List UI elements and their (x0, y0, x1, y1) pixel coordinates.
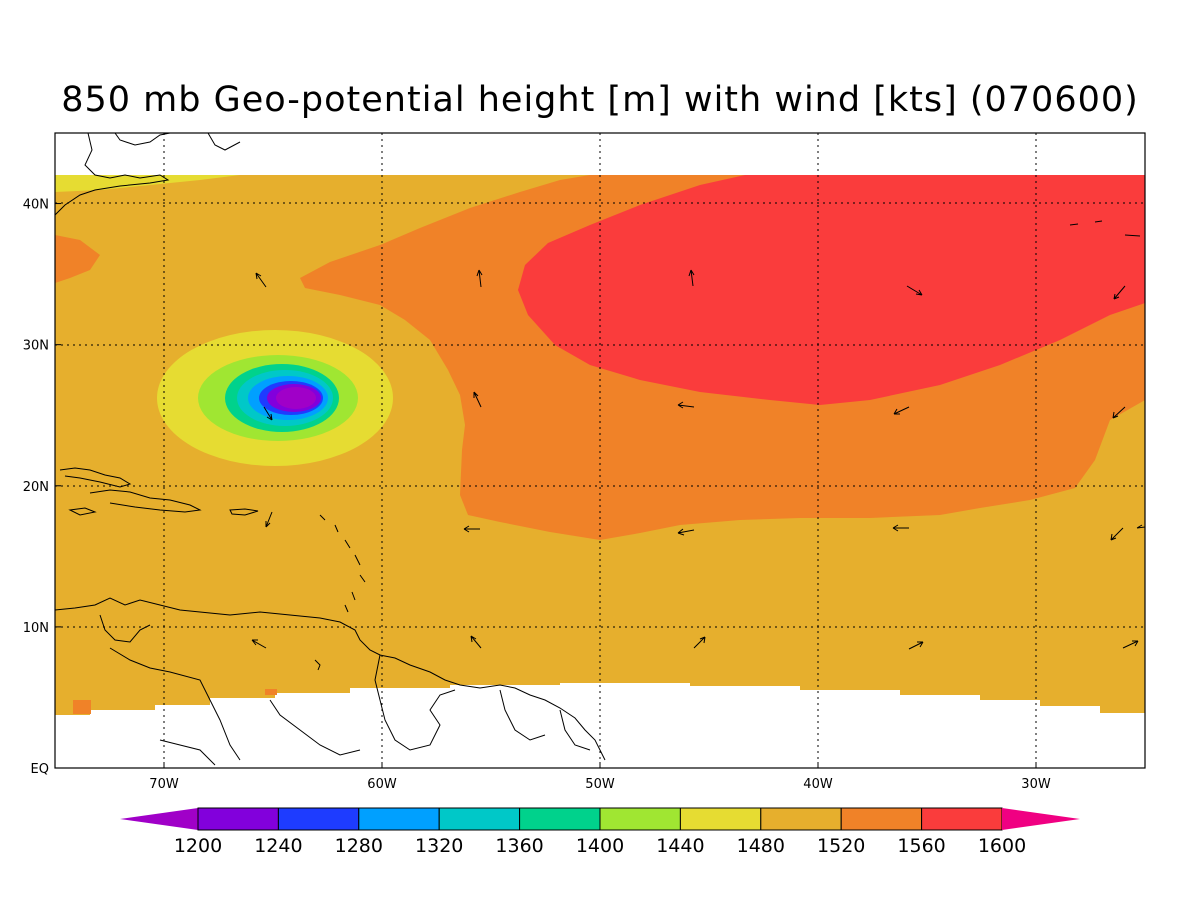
coastline-puerto-rico (229, 508, 259, 516)
y-tick-label: EQ (31, 762, 49, 777)
wind-arrow (470, 635, 482, 649)
height-band-1200-core (276, 387, 316, 409)
wind-arrow (892, 524, 909, 532)
wind-arrow (906, 285, 923, 296)
coastline-brazil-interior (159, 699, 361, 766)
colorbar-level-label: 1200 (174, 835, 222, 857)
colorbar-level-label: 1520 (817, 835, 865, 857)
colorbar-level-label: 1560 (897, 835, 945, 857)
coastline-northeast-us (55, 133, 170, 216)
colorbar-level-label: 1360 (495, 835, 543, 857)
x-tick-label: 70W (149, 777, 179, 792)
wind-arrow (263, 406, 273, 421)
colorbar-level-label: 1440 (656, 835, 704, 857)
coastline-cape-cod (207, 133, 241, 151)
colorbar-box (519, 807, 601, 831)
x-axis: 70W 60W 50W 40W 30W (149, 762, 1051, 792)
wind-arrow (473, 391, 482, 408)
colorbar-level-label: 1280 (335, 835, 383, 857)
coastline-lesser-antilles (319, 514, 366, 613)
colorbar-box (358, 807, 440, 831)
coastline-nova-scotia (114, 133, 171, 146)
height-band-1560-west (55, 235, 100, 283)
wind-arrow (1122, 640, 1139, 649)
colorbar-box (599, 807, 681, 831)
x-tick-label: 30W (1021, 777, 1051, 792)
colorbar-box (197, 807, 279, 831)
colorbar-level-label: 1400 (576, 835, 624, 857)
wind-vectors (251, 269, 1146, 650)
colorbar-box (840, 807, 923, 831)
missing-data-south (55, 683, 1145, 768)
colorbar-box (921, 807, 1003, 831)
wind-arrow (476, 269, 483, 288)
y-tick-label: 20N (23, 480, 49, 495)
colorbar-level-label: 1320 (415, 835, 463, 857)
wind-arrow (251, 639, 267, 649)
wind-arrow (1112, 406, 1126, 419)
wind-arrow (693, 636, 706, 649)
coastline-guiana-borders (374, 654, 591, 751)
y-axis: EQ 10N 20N 30N 40N (23, 198, 61, 777)
y-tick-label: 30N (23, 339, 49, 354)
colorbar-over-triangle (1002, 808, 1080, 830)
wind-arrow (265, 511, 273, 528)
coastline-hispaniola (89, 489, 202, 513)
grid-lines (55, 133, 1145, 768)
colorbar-level-label: 1240 (254, 835, 302, 857)
height-band-1600 (518, 175, 1145, 405)
coastline-jamaica (68, 507, 97, 516)
colorbar: 1200 1240 1280 1320 1360 1400 1440 1480 1520 1560… (120, 807, 1080, 857)
coastline-south-america-north (55, 597, 606, 761)
height-patch-1560-s (265, 689, 277, 695)
wind-arrow (677, 401, 695, 409)
wind-arrow (688, 269, 695, 287)
y-tick-label: 10N (23, 621, 49, 636)
coastline-cuba (59, 467, 132, 488)
colorbar-box (438, 807, 521, 831)
x-tick-label: 50W (585, 777, 615, 792)
coastline-trinidad (314, 659, 321, 671)
x-tick-label: 60W (367, 777, 397, 792)
height-patch-1560-sw (73, 700, 91, 714)
colorbar-box (760, 807, 842, 831)
colorbar-box (277, 807, 360, 831)
colorbar-box (679, 807, 762, 831)
x-tick-label: 40W (803, 777, 833, 792)
wind-arrow (893, 406, 910, 415)
wind-arrow (463, 525, 480, 533)
wind-arrow (255, 272, 267, 288)
wind-arrow (1110, 527, 1124, 541)
colorbar-under-triangle (120, 808, 198, 830)
wind-arrow (677, 528, 695, 536)
y-tick-label: 40N (23, 198, 49, 213)
map-title: 850 mb Geo-potential height [m] with win… (61, 80, 1139, 120)
colorbar-level-label: 1480 (737, 835, 785, 857)
colorbar-level-label: 1600 (978, 835, 1026, 857)
wind-arrow (1113, 285, 1126, 300)
wind-arrow (1136, 524, 1146, 529)
coastlines (55, 133, 1141, 766)
coastline-azores (1069, 220, 1141, 237)
wind-arrow (908, 641, 924, 650)
